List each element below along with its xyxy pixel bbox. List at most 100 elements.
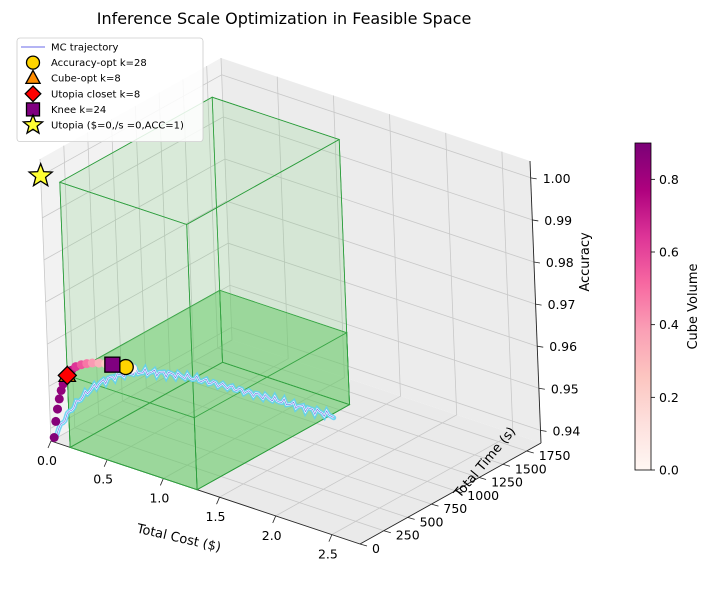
x-tick-mark <box>272 515 277 524</box>
z-tick-mark <box>540 429 547 432</box>
x-tick-label: 0.0 <box>37 453 57 468</box>
grid-line-x <box>219 114 401 498</box>
legend-entry-label: Utopia closet k=8 <box>51 89 140 100</box>
scatter-point-k4 <box>54 394 64 404</box>
floor-pane <box>51 340 541 544</box>
colorbar-tick-label: 0.0 <box>659 463 679 478</box>
grid-line-x <box>275 132 458 517</box>
z-tick-label: 1.00 <box>543 171 571 186</box>
colorbar: 0.0 0.2 0.4 0.6 0.8 Cube Volume <box>634 142 701 478</box>
y-tick-mark <box>526 450 534 454</box>
y-tick-mark <box>359 543 368 547</box>
grid-line-y <box>63 145 384 532</box>
scatter-point-k18 <box>87 358 97 368</box>
z-tick-label: 0.95 <box>551 381 579 396</box>
mc-trajectory <box>51 363 337 441</box>
y-tick-label: 1250 <box>491 475 523 490</box>
z-tick-label: 0.99 <box>544 213 572 228</box>
legend: MC trajectory Accuracy-opt k=28 Cube-opt k… <box>16 37 204 142</box>
colorbar-tick-label: 0.6 <box>659 245 679 260</box>
y-tick-mark <box>431 503 439 507</box>
x-tick-label: 0.5 <box>93 472 113 487</box>
x-tick-mark <box>103 459 108 467</box>
x-axis-label: Total Cost ($) <box>134 521 222 555</box>
z-tick-label: 0.96 <box>549 339 577 354</box>
z-tick-mark <box>530 177 537 180</box>
scatter-point-k1 <box>49 433 59 442</box>
grid-line-z <box>48 284 540 389</box>
y-tick-label: 0 <box>372 541 380 556</box>
colorbar-tick-label: 0.8 <box>659 172 679 187</box>
y-tick-label: 500 <box>420 514 444 529</box>
x-tick-label: 2.0 <box>262 528 282 543</box>
legend-marker-circle <box>25 55 41 70</box>
grid-line-z <box>50 326 541 431</box>
colorbar-gradient-bar <box>634 142 652 471</box>
z-tick-mark <box>533 261 541 264</box>
z-tick-label: 0.97 <box>548 297 576 312</box>
legend-entry-label: Cube-opt k=8 <box>51 74 121 85</box>
legend-marker-star <box>21 113 45 135</box>
special-markers <box>27 161 134 386</box>
knee-marker <box>104 356 121 373</box>
z-tick-mark <box>538 387 545 390</box>
grid-line-x <box>50 57 233 442</box>
z-tick-mark <box>532 219 539 222</box>
legend-entry-label: Knee k=24 <box>51 105 106 116</box>
tick-labels: 0.0 0.5 1.0 1.5 2.0 2.5 0 250500750100012501500… <box>37 171 580 562</box>
y-tick-label: 1500 <box>515 461 547 476</box>
grid-line-x <box>163 95 345 479</box>
x-tick-label: 1.0 <box>149 491 169 506</box>
trajectory-line <box>53 368 334 439</box>
legend-marker-triangle <box>24 69 42 85</box>
z-tick-mark <box>537 345 544 348</box>
x-tick-mark <box>328 534 333 542</box>
grid-line-y <box>87 132 408 518</box>
colorbar-tick-label: 0.4 <box>659 317 679 332</box>
y-tick-label: 1750 <box>539 448 571 463</box>
grid-line-y <box>182 79 504 465</box>
x-tick-mark <box>47 440 52 449</box>
y-tick-mark <box>478 477 487 480</box>
grid-line-x <box>331 151 514 535</box>
x-tick-label: 1.5 <box>206 509 226 524</box>
y-tick-mark <box>455 490 463 494</box>
y-tick-label: 1000 <box>467 488 499 503</box>
utopia-closest-marker <box>57 365 78 386</box>
colorbar-tick-label: 0.2 <box>659 390 679 405</box>
z-axis-label: Accuracy <box>578 232 593 292</box>
y-tick-mark <box>383 530 391 534</box>
grid-line-y <box>111 119 432 505</box>
z-tick-label: 0.94 <box>553 423 581 438</box>
x-tick-label: 2.5 <box>318 547 338 562</box>
y-tick-label: 750 <box>443 501 467 516</box>
z-tick-mark <box>535 303 542 306</box>
legend-entry-label: Utopia ($=0,/s =0,ACC=1) <box>51 121 184 132</box>
grid-lines <box>39 57 541 545</box>
z-axis-line <box>529 160 542 444</box>
scatter-point-k3 <box>53 404 62 414</box>
legend-box <box>16 37 204 142</box>
grid-line-z <box>40 74 531 179</box>
legend-entry-label: MC trajectory <box>51 43 119 54</box>
legend-marker-diamond <box>24 85 42 103</box>
colorbar-label: Cube Volume <box>686 263 701 349</box>
scatter-point-k20 <box>94 358 104 368</box>
feasible-box-face <box>59 181 198 491</box>
grid-line-y <box>134 105 456 492</box>
z-tick-label: 0.98 <box>546 255 574 270</box>
y-tick-mark <box>502 463 511 467</box>
grid-line-z <box>43 158 535 263</box>
scatter-point-k2 <box>51 416 61 426</box>
y-tick-mark <box>407 517 415 520</box>
utopia-marker <box>27 161 54 188</box>
grid-line-z <box>45 200 536 305</box>
grid-line-z <box>47 242 538 347</box>
accuracy-opt-marker <box>117 358 134 376</box>
grid-line-z <box>42 116 533 221</box>
x-tick-mark <box>159 478 164 486</box>
chart-title: Inference Scale Optimization in Feasible… <box>97 9 472 28</box>
y-axis-line <box>359 442 542 545</box>
feasible-box-face <box>186 138 350 491</box>
